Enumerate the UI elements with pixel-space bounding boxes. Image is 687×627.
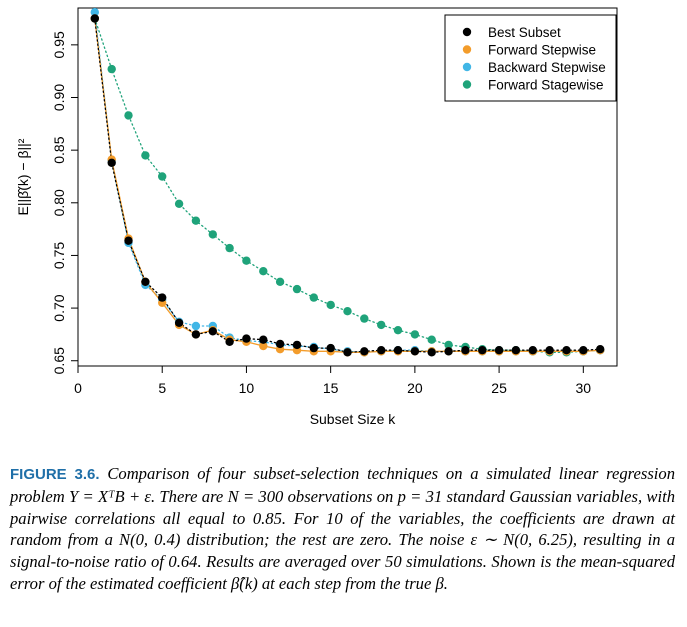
best-subset-point xyxy=(494,346,504,355)
forward-stagewise-point xyxy=(309,293,318,302)
plot-frame xyxy=(77,7,618,367)
best-subset-point xyxy=(393,346,403,355)
plot-border xyxy=(77,7,618,367)
forward-stagewise-point xyxy=(259,267,268,276)
y-tick-label: 0.70 xyxy=(51,294,67,321)
best-subset-point xyxy=(309,343,318,353)
x-tick-label: 20 xyxy=(407,380,423,396)
best-subset-point xyxy=(90,14,100,23)
best-subset-point xyxy=(410,347,420,356)
x-tick-label: 0 xyxy=(74,380,82,396)
legend-box xyxy=(444,14,617,102)
forward-stagewise-point xyxy=(410,330,420,339)
x-tick-label: 10 xyxy=(239,380,255,396)
forward-stagewise-point xyxy=(427,335,436,344)
best-subset-point xyxy=(141,277,150,286)
figure-caption: FIGURE 3.6. Comparison of four subset-se… xyxy=(10,463,675,595)
y-tick-label: 0.85 xyxy=(51,136,67,163)
forward-stagewise-point xyxy=(444,340,453,350)
forward-stagewise-point xyxy=(275,277,285,286)
forward-stagewise-point xyxy=(360,314,369,323)
best-subset-point xyxy=(326,343,335,353)
best-subset-point xyxy=(292,340,302,350)
x-tick-label: 30 xyxy=(576,380,592,396)
best-subset-point xyxy=(124,236,133,245)
best-subset-point xyxy=(275,339,285,349)
forward-stagewise-point xyxy=(242,256,251,265)
forward-stagewise-point xyxy=(225,243,234,253)
caption-text: Comparison of four subset-selection tech… xyxy=(10,464,675,593)
legend-label-forward-stagewise: Forward Stagewise xyxy=(488,78,604,93)
forward-stagewise-point xyxy=(107,64,116,74)
backward-stepwise-point xyxy=(90,8,100,17)
best-subset-point xyxy=(528,346,537,355)
x-tick-label: 5 xyxy=(158,380,166,396)
forward-stagewise-point xyxy=(326,300,335,310)
caption-label: FIGURE 3.6. xyxy=(10,466,100,483)
forward-stagewise-point xyxy=(292,284,302,294)
best-subset-point xyxy=(562,346,571,355)
forward-stagewise-point xyxy=(377,320,386,330)
best-subset-point xyxy=(579,346,588,355)
forward-stagewise-point xyxy=(208,230,217,239)
best-subset-point xyxy=(427,348,436,357)
forward-stagewise-point xyxy=(191,216,201,225)
best-subset-point xyxy=(191,330,201,339)
legend-label-best-subset: Best Subset xyxy=(488,25,561,40)
legend-marker-backward-stepwise xyxy=(462,62,472,72)
y-tick-label: 0.75 xyxy=(51,242,67,269)
backward-stepwise-point xyxy=(191,321,201,331)
forward-stagewise-point xyxy=(343,307,352,316)
best-subset-point xyxy=(225,337,234,346)
best-subset-point xyxy=(511,346,521,355)
best-subset-point xyxy=(208,327,217,336)
best-subset-point xyxy=(242,334,251,343)
forward-stepwise-point xyxy=(259,341,268,351)
forward-stagewise-point xyxy=(158,172,167,181)
best-subset-point xyxy=(596,345,605,354)
legend-label-backward-stepwise: Backward Stepwise xyxy=(488,60,606,75)
axes: 0 5 10 15 20 25 30 0.65 0.70 0.75 0.80 0.85 0.90 0.95 xyxy=(51,31,591,396)
legend-marker-forward-stepwise xyxy=(462,45,472,54)
forward-stagewise-point xyxy=(124,111,133,120)
chart: 0 5 10 15 20 25 30 0.65 0.70 0.75 0.80 0.85 0.90 0.95… xyxy=(15,7,618,427)
best-subset-point xyxy=(444,347,453,356)
best-subset-point xyxy=(107,158,116,167)
best-subset-point xyxy=(377,346,386,355)
best-subset-point xyxy=(360,347,369,356)
best-subset-point xyxy=(343,348,352,357)
best-subset-point xyxy=(461,346,470,355)
y-tick-label: 0.65 xyxy=(51,347,67,374)
x-tick-label: 25 xyxy=(491,380,507,396)
x-axis-label: Subset Size k xyxy=(310,411,397,427)
best-subset-point xyxy=(174,318,184,327)
x-tick-label: 15 xyxy=(323,380,339,396)
y-tick-label: 0.90 xyxy=(51,84,67,111)
y-tick-label: 0.80 xyxy=(51,189,67,216)
best-subset-point xyxy=(478,346,487,355)
best-subset-point xyxy=(259,335,268,344)
forward-stagewise-point xyxy=(174,199,184,208)
legend-label-forward-stepwise: Forward Stepwise xyxy=(488,43,596,58)
forward-stagewise-point xyxy=(393,326,403,335)
series-points xyxy=(90,8,605,357)
best-subset-point xyxy=(158,293,167,302)
y-axis-label: E||β̂(k) − β||² xyxy=(15,138,31,215)
legend: Best Subset Forward Stepwise Backward Step… xyxy=(444,14,617,102)
y-tick-label: 0.95 xyxy=(51,31,67,58)
legend-marker-best-subset xyxy=(462,27,472,37)
forward-stagewise-point xyxy=(141,151,150,160)
best-subset-point xyxy=(545,346,554,355)
legend-marker-forward-stagewise xyxy=(462,80,472,89)
